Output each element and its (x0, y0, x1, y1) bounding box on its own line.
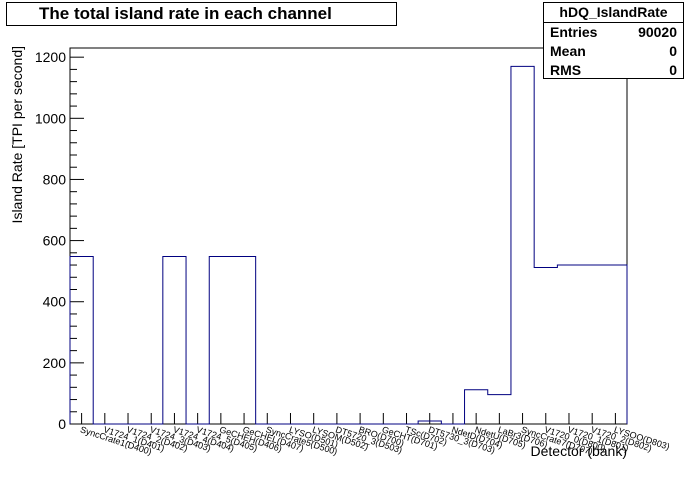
histogram-bar (534, 267, 557, 424)
stats-histogram-name: hDQ_IslandRate (544, 3, 683, 23)
y-tick-label: 1000 (35, 110, 66, 126)
stats-row-entries: Entries 90020 (544, 23, 683, 42)
y-tick-label: 1200 (35, 49, 66, 65)
stats-label: Mean (550, 43, 586, 59)
plot-frame (69, 47, 628, 425)
stats-label: Entries (550, 24, 598, 40)
y-axis-label: Island Rate [TPI per second] (9, 46, 25, 223)
histogram-bar (163, 256, 186, 424)
stats-value: 90020 (638, 24, 677, 40)
y-tick-label: 0 (58, 416, 66, 432)
histogram-bar (604, 265, 627, 424)
stats-label: RMS (550, 62, 582, 78)
histogram-bar (557, 265, 580, 424)
y-tick-label: 600 (43, 233, 67, 249)
y-tick-label: 800 (43, 171, 67, 187)
y-tick-label: 200 (43, 355, 67, 371)
histogram-bar (232, 256, 255, 424)
stats-box: hDQ_IslandRate Entries 90020 Mean 0 RMS … (543, 2, 684, 79)
histogram-bar (209, 256, 232, 424)
histogram-outline (69, 65, 628, 425)
y-tick-label: 400 (43, 294, 67, 310)
stats-row-rms: RMS 0 (544, 61, 683, 80)
histogram-bar (581, 265, 604, 424)
stats-value: 0 (669, 62, 677, 78)
histogram-bar (70, 256, 93, 424)
stats-row-mean: Mean 0 (544, 42, 683, 61)
chart-title: The total island rate in each channel (6, 2, 397, 26)
x-axis-label: Detector (bank) (531, 443, 627, 459)
histogram-bar (511, 66, 534, 424)
stats-value: 0 (669, 43, 677, 59)
